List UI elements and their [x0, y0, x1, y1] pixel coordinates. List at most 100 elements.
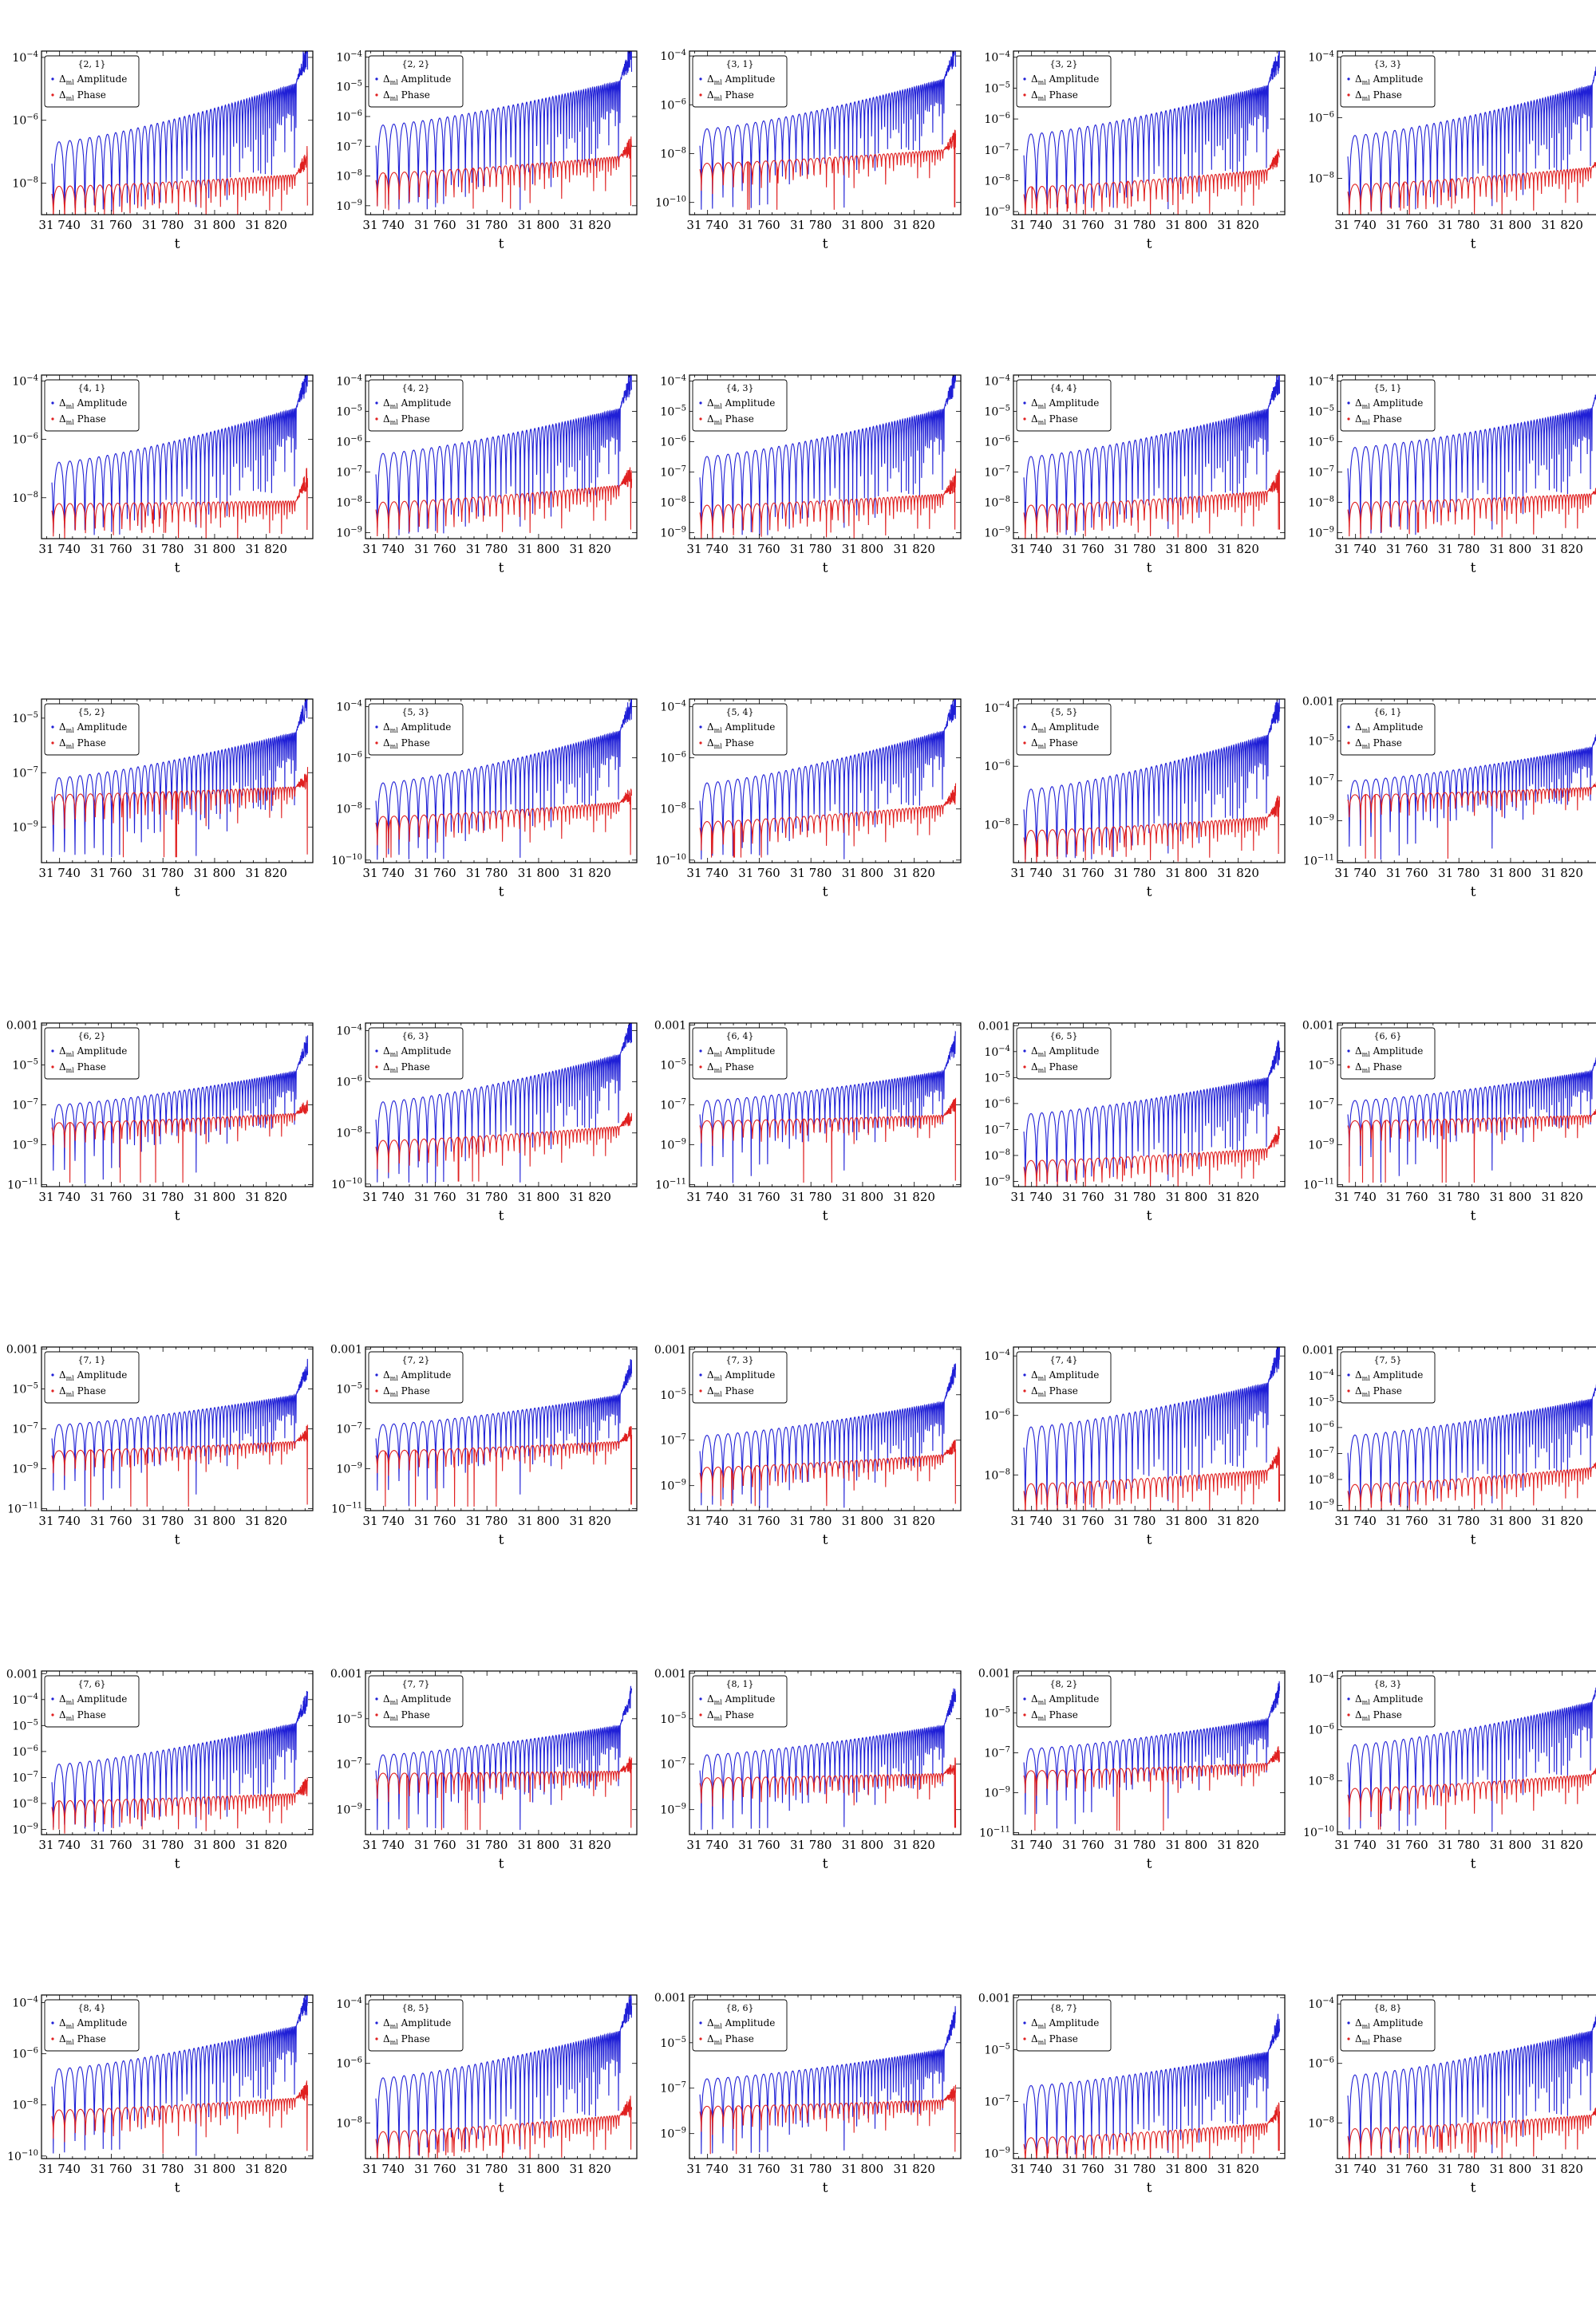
y-tick-label: 10−5	[1308, 734, 1334, 749]
y-tick-label: 10−9	[660, 1138, 686, 1152]
x-tick-label: 31 740	[362, 1514, 405, 1528]
x-tick-label: 31 760	[90, 218, 132, 232]
legend-phase-marker	[699, 2037, 702, 2040]
chart-svg: 31 740 31 760 31 780 31 800 31 820 t 0.001 10−5…	[654, 1344, 962, 1548]
legend-amplitude-marker	[51, 77, 54, 81]
x-tick-label: 31 820	[569, 1190, 611, 1204]
chart-panel: 31 740 31 760 31 780 31 800 31 820 t 10−4 10−6 1…	[331, 1020, 658, 1343]
y-tick-label: 10−6	[336, 435, 362, 449]
x-tick-label: 31 800	[1166, 542, 1208, 556]
plot-frame	[365, 1670, 638, 1835]
panel-title: {4, 3}	[726, 383, 754, 393]
phase-series-line	[1023, 469, 1281, 539]
legend-amplitude-marker	[1347, 401, 1350, 405]
legend-phase-label: Δml Phase	[1031, 2033, 1078, 2046]
y-tick-label: 0.001	[1302, 696, 1334, 709]
panel-title: {5, 5}	[1050, 707, 1078, 717]
x-axis-label: t	[499, 1208, 504, 1224]
legend-amplitude-label: Δml Amplitude	[383, 1045, 451, 1058]
x-tick-label: 31 820	[1541, 1838, 1583, 1852]
legend-phase-label: Δml Phase	[383, 1385, 430, 1398]
x-tick-label: 31 820	[569, 866, 611, 880]
panel-title: {6, 4}	[726, 1031, 754, 1041]
y-tick-label: 10−9	[1308, 525, 1334, 539]
chart-panel: 31 740 31 760 31 780 31 800 31 820 t 0.001 10−4…	[978, 1020, 1306, 1343]
legend-phase-marker	[1347, 1389, 1350, 1393]
legend-phase-label: Δml Phase	[1355, 413, 1402, 426]
x-tick-label: 31 800	[1490, 866, 1532, 880]
x-tick-label: 31 760	[1386, 542, 1428, 556]
panel-title: {6, 5}	[1050, 1031, 1078, 1041]
y-tick-label: 10−8	[1308, 2115, 1334, 2130]
legend-phase-marker	[51, 2037, 54, 2040]
x-tick-label: 31 760	[414, 1514, 456, 1528]
chart-svg: 31 740 31 760 31 780 31 800 31 820 t 0.001 10−5…	[654, 1668, 962, 1872]
x-tick-label: 31 820	[893, 1838, 935, 1852]
plot-frame	[41, 1994, 314, 2159]
x-tick-label: 31 760	[90, 1838, 132, 1852]
x-tick-label: 31 780	[1114, 218, 1156, 232]
y-tick-label: 10−7	[660, 1433, 686, 1448]
y-tick-label: 0.001	[330, 1344, 362, 1357]
legend-phase-label: Δml Phase	[383, 1061, 430, 1074]
x-tick-label: 31 800	[842, 542, 884, 556]
x-tick-label: 31 780	[790, 1514, 832, 1528]
legend-phase-label: Δml Phase	[707, 1709, 754, 1722]
legend-amplitude-marker	[699, 77, 702, 81]
x-tick-label: 31 780	[790, 1838, 832, 1852]
y-tick-label: 10−5	[336, 405, 362, 419]
x-tick-label: 31 740	[38, 1514, 81, 1528]
legend-amplitude-label: Δml Amplitude	[383, 73, 451, 86]
chart-grid: 31 740 31 760 31 780 31 800 31 820 t 10−4 10−6 1…	[6, 48, 1596, 2196]
y-tick-label: 10−7	[336, 139, 362, 153]
x-axis-label: t	[1147, 884, 1152, 900]
legend-amplitude-marker	[375, 1049, 378, 1053]
x-tick-label: 31 820	[893, 1190, 935, 1204]
y-tick-label: 10−5	[660, 1058, 686, 1073]
y-tick-label: 10−4	[984, 701, 1010, 715]
y-tick-label: 10−10	[1303, 1825, 1334, 1839]
x-tick-label: 31 760	[414, 542, 456, 556]
y-tick-label: 10−7	[12, 1098, 38, 1112]
legend-phase-label: Δml Phase	[707, 2033, 754, 2046]
chart-svg: 31 740 31 760 31 780 31 800 31 820 t 0.001 10−5…	[330, 1668, 638, 1872]
phase-series-line	[1347, 1109, 1596, 1183]
legend-amplitude-label: Δml Amplitude	[383, 1693, 451, 1706]
legend-phase-marker	[375, 1065, 378, 1069]
y-tick-label: 10−6	[336, 109, 362, 124]
chart-svg: 31 740 31 760 31 780 31 800 31 820 t 0.001 10−5…	[1302, 1020, 1596, 1224]
y-tick-label: 10−9	[984, 525, 1010, 539]
x-tick-label: 31 740	[1334, 1190, 1377, 1204]
plot-frame	[1337, 374, 1596, 539]
y-tick-label: 10−4	[984, 374, 1010, 389]
legend-phase-label: Δml Phase	[1355, 2033, 1402, 2046]
x-tick-label: 31 740	[1334, 866, 1377, 880]
phase-series-line	[699, 468, 957, 539]
x-tick-label: 31 740	[362, 542, 405, 556]
chart-panel: 31 740 31 760 31 780 31 800 31 820 t 10−5 10−7 1…	[12, 696, 334, 1019]
x-tick-label: 31 760	[1062, 866, 1104, 880]
x-tick-label: 31 780	[142, 1190, 184, 1204]
legend-phase-marker	[51, 1713, 54, 1716]
x-tick-label: 31 820	[569, 2162, 611, 2176]
legend: {4, 4} Δml Amplitude Δml Phase	[1016, 379, 1112, 432]
x-tick-label: 31 740	[686, 218, 729, 232]
chart-svg: 31 740 31 760 31 780 31 800 31 820 t 10−5 10−7 1…	[12, 698, 314, 900]
x-tick-label: 31 740	[362, 2162, 405, 2176]
x-axis-label: t	[1147, 1856, 1152, 1872]
chart-panel: 31 740 31 760 31 780 31 800 31 820 t 0.001 10−5…	[978, 1992, 1306, 2315]
panel-title: {3, 3}	[1374, 59, 1402, 69]
y-tick-label: 10−8	[984, 495, 1010, 509]
chart-panel: 31 740 31 760 31 780 31 800 31 820 t 10−4 10−5 1…	[984, 48, 1306, 371]
amplitude-series-line	[375, 1685, 633, 1831]
x-axis-label: t	[1147, 1208, 1152, 1224]
y-tick-label: 10−9	[12, 820, 38, 835]
legend-phase-label: Δml Phase	[59, 1061, 106, 1074]
legend-phase-label: Δml Phase	[1355, 1385, 1402, 1398]
y-tick-label: 10−8	[1308, 495, 1334, 509]
x-tick-label: 31 780	[142, 542, 184, 556]
y-tick-label: 10−5	[12, 1718, 38, 1732]
x-tick-label: 31 820	[1217, 2162, 1259, 2176]
legend-amplitude-marker	[51, 1373, 54, 1377]
y-tick-label: 10−7	[12, 1770, 38, 1784]
